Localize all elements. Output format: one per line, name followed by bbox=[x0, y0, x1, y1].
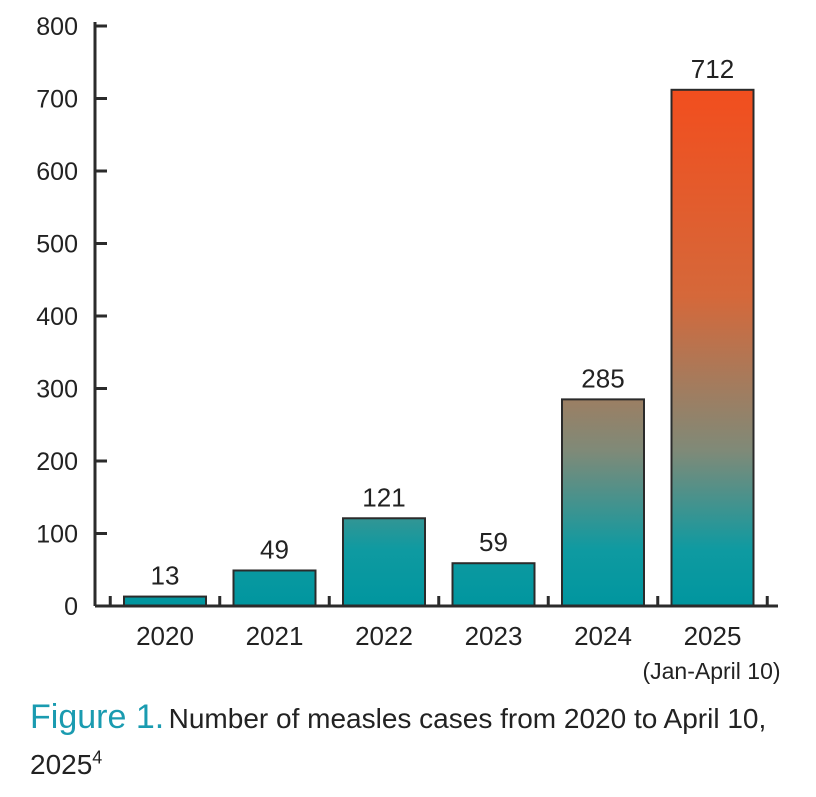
y-tick-label-600: 600 bbox=[36, 158, 78, 186]
figure-caption: Figure 1. Number of measles cases from 2… bbox=[30, 700, 790, 787]
x-tick-label-2022: 2022 bbox=[355, 621, 413, 651]
data-label-2020: 13 bbox=[151, 561, 180, 591]
x-tick-label-2023: 2023 bbox=[465, 621, 523, 651]
y-tick-label-700: 700 bbox=[36, 86, 78, 114]
bar-2023 bbox=[451, 562, 536, 607]
figure-number: Figure 1. bbox=[30, 698, 165, 736]
bars-group bbox=[123, 88, 755, 608]
y-tick-label-500: 500 bbox=[36, 231, 78, 259]
y-tick-label-300: 300 bbox=[36, 376, 78, 404]
data-label-2024: 285 bbox=[581, 363, 624, 393]
caption-body: Number of measles cases from 2020 to Apr… bbox=[30, 703, 767, 781]
y-tick-label-100: 100 bbox=[36, 521, 78, 549]
axes-group bbox=[93, 22, 778, 608]
data-label-2023: 59 bbox=[479, 527, 508, 557]
y-tick-label-0: 0 bbox=[64, 593, 78, 621]
x-tick-label-2024: 2024 bbox=[574, 621, 632, 651]
bar-2022 bbox=[342, 517, 426, 608]
y-tick-label-400: 400 bbox=[36, 303, 78, 331]
data-label-2025: 712 bbox=[691, 54, 734, 84]
caption-reference: 4 bbox=[92, 748, 103, 768]
x-tick-sublabel-2025: (Jan-April 10) bbox=[642, 658, 780, 684]
data-label-2022: 121 bbox=[362, 482, 405, 512]
y-tick-label-800: 800 bbox=[36, 13, 78, 41]
bar-2024 bbox=[561, 398, 645, 607]
x-tick-label-2021: 2021 bbox=[246, 621, 304, 651]
labels-group: 13 49 121 59 285 712 0 100 200 300 400 500 600 700 800… bbox=[36, 13, 780, 684]
x-tick-label-2025: 2025 bbox=[684, 621, 742, 651]
bar-2021 bbox=[232, 569, 317, 607]
data-label-2021: 49 bbox=[260, 534, 289, 564]
measles-bar-chart: 13 49 121 59 285 712 0 100 200 300 400 500 600 700 800… bbox=[36, 13, 780, 684]
x-tick-label-2020: 2020 bbox=[136, 621, 194, 651]
y-tick-label-200: 200 bbox=[36, 448, 78, 476]
bar-2025 bbox=[670, 88, 755, 608]
caption-text: Number of measles cases from 2020 to Apr… bbox=[30, 703, 766, 780]
